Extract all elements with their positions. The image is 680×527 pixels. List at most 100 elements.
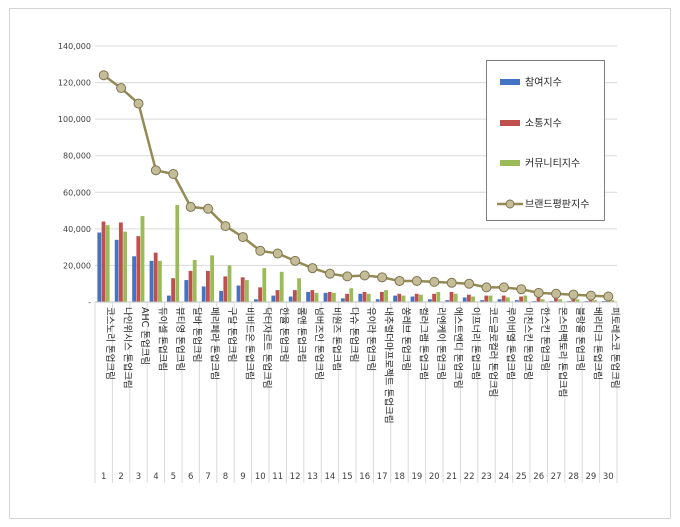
bar-3-28 [575,299,580,302]
bar-3-10 [262,268,267,302]
brand-index-point-11 [272,248,283,259]
bar-2-15 [345,293,349,302]
bar-1-21 [445,300,450,302]
category-number-30: 30 [603,472,614,482]
bar-2-9 [240,277,245,302]
category-label-7: 페리페라 톤업크림 [209,307,221,380]
bar-3-17 [384,290,388,302]
brand-index-point-18 [394,275,405,286]
bar-1-11 [271,295,276,302]
legend-box [486,60,605,221]
category-labels: 코스노리 톤업크림 나인위시스 톤업크림 AHC 톤업크림 듀이셀 톤업크림 뷰티영 톤… [104,307,621,424]
category-number-22: 22 [464,472,475,482]
bar-3-12 [297,278,301,302]
bar-2-28 [571,298,576,302]
brand-index-point-26 [533,287,544,298]
category-number-2: 2 [118,472,123,482]
bar-3-24 [506,297,510,302]
bar-2-8 [223,276,228,302]
category-numbers: 1 2 3 4 5 6 7 8 9 10 11 12 13 14 15 16 17 18 19 20 21 22 23 24 2… [101,472,614,482]
bar-2-10 [258,287,262,302]
category-label-24: 루이비엘 톤업크림 [504,307,516,380]
bar-2-4 [153,252,158,302]
bar-1-7 [201,286,206,302]
bar-1-2 [114,239,119,302]
bar-2-14 [327,291,332,302]
category-number-11: 11 [272,472,283,482]
category-label-3: AHC 톤업크림 [139,307,151,365]
brand-index-point-6 [185,201,196,212]
bar-2-23 [484,295,489,302]
bar-1-1 [97,232,102,302]
bar-3-1 [105,225,110,302]
category-number-28: 28 [568,472,579,482]
category-label-20: 리엔케이 톤업크림 [435,307,447,380]
bar-2-18 [397,293,402,302]
bar-1-18 [393,295,397,302]
legend-label-3: 커뮤니티지수 [525,158,580,170]
brand-index-point-24 [498,282,509,293]
category-number-7: 7 [205,472,210,482]
category-label-4: 듀이셀 톤업크림 [156,307,168,371]
category-number-19: 19 [411,472,422,482]
y-tick-label: 20,000 [63,261,91,270]
category-label-26: 한스킨 톤업크림 [539,307,551,371]
category-label-10: 닥터자르트 톤업크림 [261,307,273,389]
bar-1-5 [167,295,171,302]
bar-3-14 [332,292,336,302]
category-number-16: 16 [359,472,370,482]
category-number-3: 3 [136,472,141,482]
bar-1-20 [428,299,432,302]
category-label-1: 코스노리 톤업크림 [104,307,116,380]
bar-1-6 [184,280,189,302]
category-number-6: 6 [188,472,193,482]
category-number-24: 24 [498,472,509,482]
y-axis: 140,000 120,000 100,000 80,000 60,000 40,000 2… [58,42,91,307]
brand-index-point-5 [168,169,179,179]
category-number-25: 25 [516,472,527,482]
bar-2-20 [432,293,436,302]
brand-index-point-17 [377,272,388,283]
legend-label-1: 참여지수 [525,77,562,89]
bar-2-17 [380,291,384,302]
bar-2-1 [101,221,106,302]
brand-index-line [98,70,614,302]
bar-1-9 [236,285,241,302]
category-number-26: 26 [533,472,544,482]
bar-3-23 [488,295,493,302]
bar-1-17 [375,299,380,302]
bar-3-11 [279,271,284,302]
brand-index-point-15 [342,271,353,282]
bar-1-19 [410,296,415,302]
bar-1-12 [288,296,293,302]
bar-3-7 [210,255,214,302]
bar-1-10 [254,299,258,302]
legend-label-2: 소통지수 [525,118,562,130]
brand-index-point-28 [568,289,579,300]
bar-2-11 [275,290,280,302]
bar-2-13 [310,290,315,302]
category-number-14: 14 [324,472,335,482]
bar-2-16 [362,291,367,302]
category-label-21: 에스트엔디 톤업크림 [452,307,464,389]
bar-3-13 [314,292,319,302]
brand-index-point-19 [411,275,422,286]
bar-2-26 [536,297,541,302]
category-number-21: 21 [446,472,457,482]
bar-2-6 [188,270,193,302]
category-label-11: 한율 톤업크림 [278,307,290,362]
brand-index-point-7 [203,203,214,214]
category-label-17: 내추럴더마프로젝트 톤업크림 [383,307,395,424]
bar-2-19 [414,293,419,302]
category-label-9: 비비드온 톤업크림 [243,307,255,380]
brand-index-point-30 [603,291,614,302]
category-number-23: 23 [481,472,492,482]
category-number-20: 20 [429,472,440,482]
category-number-9: 9 [240,472,245,482]
bar-3-16 [366,293,371,302]
brand-index-point-1 [98,70,109,81]
category-label-28: 블랑올 톤업크림 [574,307,586,371]
brand-index-point-21 [446,277,457,288]
bar-2-22 [467,294,471,302]
category-number-15: 15 [342,472,353,482]
